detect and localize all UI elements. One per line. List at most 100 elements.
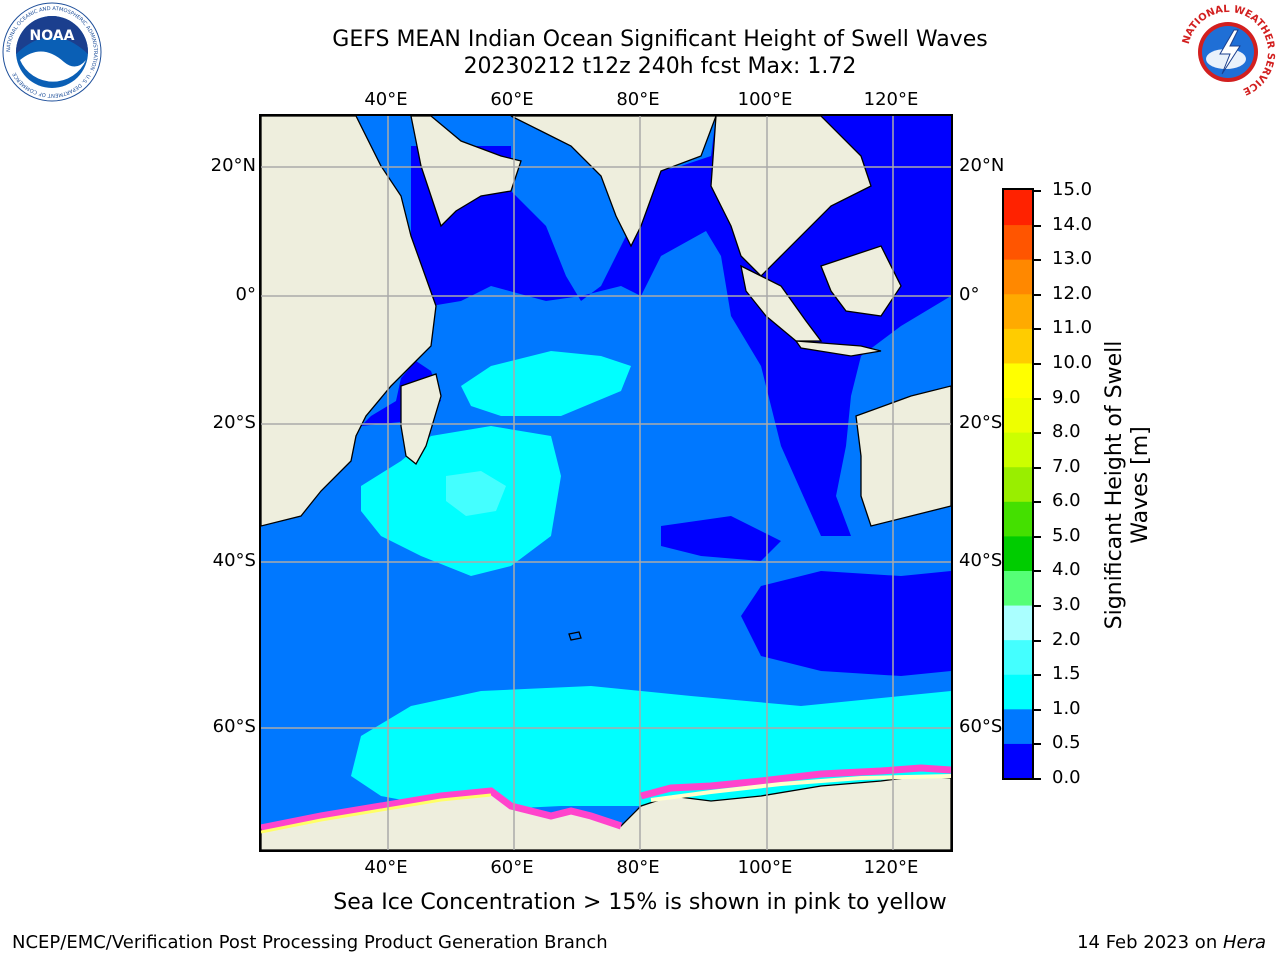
colorbar-tick-label: 3.0 bbox=[1052, 594, 1081, 616]
arabia-landmass bbox=[410, 116, 522, 228]
noaa-logo: NATIONAL OCEANIC AND ATMOSPHERIC ADMINIS… bbox=[2, 2, 102, 102]
colorbar-swatch bbox=[1004, 743, 1032, 779]
run-date: 14 Feb 2023 on bbox=[1077, 932, 1223, 953]
colorbar-tick-label: 13.0 bbox=[1052, 248, 1093, 270]
colorbar-tick-mark bbox=[1034, 224, 1041, 227]
colorbar bbox=[1002, 188, 1034, 780]
australia-landmass bbox=[855, 385, 951, 527]
swell-band-north bbox=[461, 351, 631, 416]
chart-title: GEFS MEAN Indian Ocean Significant Heigh… bbox=[332, 27, 988, 52]
lon-tick-bottom: 40°E bbox=[364, 857, 408, 878]
colorbar-swatch bbox=[1004, 570, 1032, 606]
lon-tick-bottom: 80°E bbox=[616, 857, 660, 878]
calm-southeast-region bbox=[741, 571, 951, 676]
lon-tick-top: 100°E bbox=[737, 89, 793, 110]
map-grid bbox=[261, 116, 951, 850]
colorbar-swatch bbox=[1004, 639, 1032, 675]
colorbar-swatch bbox=[1004, 501, 1032, 537]
colorbar-swatch bbox=[1004, 362, 1032, 399]
sea-ice-fringe-west bbox=[261, 787, 623, 832]
colorbar-tick-label: 2.0 bbox=[1052, 628, 1081, 650]
kerguelen-island bbox=[568, 631, 582, 641]
colorbar-tick-label: 15.0 bbox=[1052, 179, 1093, 200]
colorbar-swatch bbox=[1004, 432, 1032, 468]
madagascar-island bbox=[400, 373, 442, 465]
colorbar-tick-label: 8.0 bbox=[1052, 421, 1081, 443]
lat-tick-left: 20°N bbox=[210, 155, 256, 176]
colorbar-tick-mark bbox=[1034, 190, 1041, 192]
colorbar-swatch bbox=[1004, 535, 1032, 571]
colorbar-swatch bbox=[1004, 259, 1032, 295]
lon-tick-bottom: 60°E bbox=[490, 857, 534, 878]
colorbar-tick-mark bbox=[1034, 743, 1041, 746]
colorbar-tick-mark bbox=[1034, 432, 1041, 435]
host-name: Hera bbox=[1222, 932, 1266, 953]
nws-logo: NATIONAL WEATHER SERVICE bbox=[1179, 3, 1277, 101]
colorbar-swatch bbox=[1004, 605, 1032, 641]
colorbar-tick-mark bbox=[1034, 259, 1041, 262]
colorbar-tick-label: 11.0 bbox=[1052, 317, 1093, 339]
noaa-wordmark: NOAA bbox=[30, 28, 75, 44]
colorbar-tick-mark bbox=[1034, 328, 1041, 331]
colorbar-swatch bbox=[1004, 674, 1032, 710]
colorbar-tick-label: 0.0 bbox=[1052, 767, 1081, 788]
lon-tick-bottom: 120°E bbox=[863, 857, 919, 878]
colorbar-swatch bbox=[1004, 708, 1032, 744]
sea-ice-fringe-east bbox=[640, 764, 951, 800]
lon-tick-top: 40°E bbox=[364, 89, 408, 110]
colorbar-tick-mark bbox=[1034, 466, 1041, 469]
colorbar-tick-mark bbox=[1034, 535, 1041, 538]
colorbar-tick-label: 9.0 bbox=[1052, 386, 1081, 408]
lon-tick-bottom: 100°E bbox=[737, 857, 793, 878]
borneo-island bbox=[820, 245, 902, 317]
sea-ice-yellow-west bbox=[261, 793, 492, 834]
lon-tick-top: 120°E bbox=[863, 89, 919, 110]
colorbar-swatch bbox=[1004, 397, 1032, 433]
colorbar-swatch bbox=[1004, 328, 1032, 364]
colorbar-tick-mark bbox=[1034, 778, 1041, 780]
colorbar-tick-mark bbox=[1034, 605, 1041, 608]
lon-tick-top: 60°E bbox=[490, 89, 534, 110]
colorbar-swatch bbox=[1004, 224, 1032, 260]
colorbar-swatch bbox=[1004, 466, 1032, 502]
lat-tick-right: 20°S bbox=[959, 412, 1003, 433]
colorbar-swatch bbox=[1004, 293, 1032, 329]
producer-credit: NCEP/EMC/Verification Post Processing Pr… bbox=[12, 932, 608, 953]
colorbar-tick-mark bbox=[1034, 397, 1041, 400]
lat-tick-right: 0° bbox=[959, 284, 980, 305]
lat-tick-right: 60°S bbox=[959, 716, 1003, 737]
colorbar-tick-label: 1.0 bbox=[1052, 697, 1081, 719]
lat-tick-right: 40°S bbox=[959, 550, 1003, 571]
colorbar-tick-label: 14.0 bbox=[1052, 213, 1093, 235]
colorbar-tick-mark bbox=[1034, 501, 1041, 504]
colorbar-tick-label: 7.0 bbox=[1052, 455, 1081, 477]
colorbar-tick-mark bbox=[1034, 362, 1041, 365]
java-island bbox=[794, 340, 882, 357]
swell-height-map bbox=[261, 116, 951, 850]
india-landmass bbox=[510, 116, 717, 248]
lat-tick-left: 0° bbox=[235, 284, 256, 305]
lon-tick-top: 80°E bbox=[616, 89, 660, 110]
southeast-asia-landmass bbox=[710, 116, 872, 277]
colorbar-tick-label: 5.0 bbox=[1052, 524, 1081, 546]
lat-tick-left: 60°S bbox=[212, 716, 256, 737]
chart-subtitle: 20230212 t12z 240h fcst Max: 1.72 bbox=[463, 54, 857, 79]
colorbar-tick-label: 4.0 bbox=[1052, 559, 1081, 581]
lat-tick-left: 20°S bbox=[212, 412, 256, 433]
map-panel[interactable] bbox=[259, 114, 953, 852]
colorbar-tick-label: 1.5 bbox=[1052, 663, 1081, 685]
colorbar-tick-mark bbox=[1034, 293, 1041, 296]
colorbar-tick-mark bbox=[1034, 674, 1041, 677]
colorbar-tick-mark bbox=[1034, 639, 1041, 642]
sea-ice-light-east bbox=[650, 774, 951, 802]
calm-central-patch bbox=[661, 516, 781, 561]
colorbar-tick-label: 6.0 bbox=[1052, 490, 1081, 512]
colorbar-tick-mark bbox=[1034, 570, 1041, 573]
colorbar-tick-label: 12.0 bbox=[1052, 282, 1093, 304]
lat-tick-right: 20°N bbox=[959, 155, 1005, 176]
sumatra-island bbox=[740, 264, 823, 342]
colorbar-swatches bbox=[1004, 190, 1032, 779]
run-date-credit: 14 Feb 2023 on Hera bbox=[1077, 932, 1266, 953]
sea-ice-footnote: Sea Ice Concentration > 15% is shown in … bbox=[333, 890, 947, 915]
swell-peak-patch bbox=[446, 471, 506, 516]
